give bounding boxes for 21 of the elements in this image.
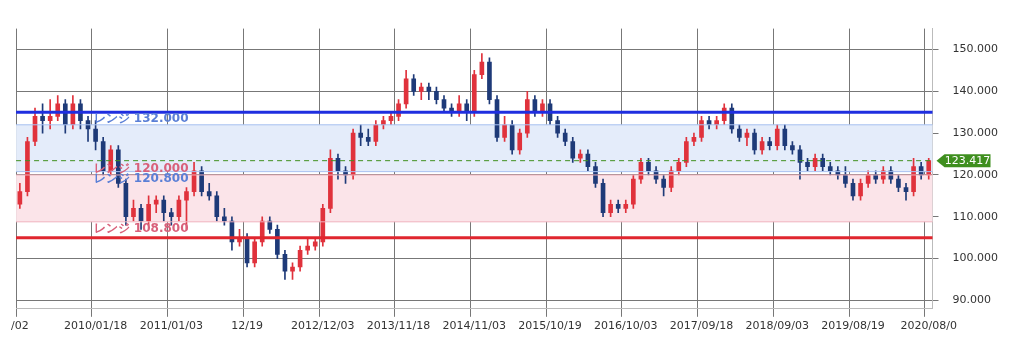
y-tick-label: 120.000: [952, 167, 999, 181]
x-tick-label: 2020/08/0: [900, 319, 957, 333]
x-tick-label: 2014/11/03: [442, 319, 506, 333]
x-tick-label: 2010/01/18: [63, 319, 128, 333]
y-tick-label: 140.000: [952, 84, 999, 98]
x-tick-label: /02: [11, 319, 29, 333]
x-tick-label: 2015/10/19: [518, 319, 582, 333]
x-tick-label: 2011/01/03: [139, 319, 204, 333]
y-tick-label: 150.000: [952, 42, 999, 56]
x-tick-label: 2013/11/18: [366, 319, 431, 333]
y-tick-label: 130.000: [952, 126, 999, 140]
x-tick-label: 2019/08/19: [821, 319, 885, 333]
x-tick-label: 2018/09/03: [745, 319, 809, 333]
ref-line-label: 123.417: [944, 154, 991, 168]
x-tick-label: 2017/09/18: [669, 319, 734, 333]
y-tick-label: 100.000: [952, 251, 999, 265]
x-tick-label: 2016/10/03: [594, 319, 658, 333]
y-tick-label: 110.000: [952, 209, 999, 223]
x-tick-label: 12/19: [231, 319, 263, 333]
x-tick-label: 2012/12/03: [291, 319, 355, 333]
y-tick-label: 90.000: [952, 293, 992, 307]
